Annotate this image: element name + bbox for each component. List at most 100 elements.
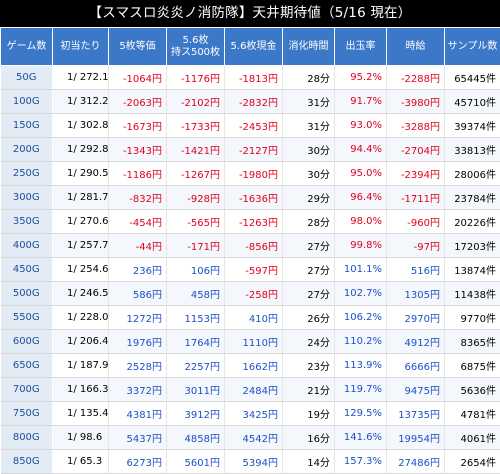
- play-time-cell: 30分: [283, 138, 335, 162]
- play-time-cell: 19分: [283, 402, 335, 426]
- mochi-value-cell: 3011円: [167, 378, 225, 402]
- play-time-cell: 28分: [283, 210, 335, 234]
- payout-rate-cell: 98.0%: [335, 210, 387, 234]
- eq5-value-cell: 1976円: [109, 330, 167, 354]
- table-title: 【スマスロ炎炎ノ消防隊】天井期待値（5/16 現在）: [0, 0, 500, 27]
- cash-value-cell: -258円: [225, 282, 283, 306]
- payout-rate-cell: 141.6%: [335, 426, 387, 450]
- hit-odds-cell: 1/ 135.4: [53, 402, 109, 426]
- hit-odds-cell: 1/ 292.8: [53, 138, 109, 162]
- game-count-cell: 500G: [1, 282, 53, 306]
- cash-value-cell: 4542円: [225, 426, 283, 450]
- sample-count-cell: 6875件: [445, 354, 500, 378]
- hourly-wage-cell: -2704円: [387, 138, 445, 162]
- cash-value-cell: -2127円: [225, 138, 283, 162]
- mochi-value-cell: -565円: [167, 210, 225, 234]
- cash-value-cell: -1636円: [225, 186, 283, 210]
- play-time-cell: 16分: [283, 426, 335, 450]
- column-header: サンプル数: [445, 28, 500, 66]
- eq5-value-cell: 586円: [109, 282, 167, 306]
- column-header: 5.6枚現金: [225, 28, 283, 66]
- sample-count-cell: 8365件: [445, 330, 500, 354]
- sample-count-cell: 17203件: [445, 234, 500, 258]
- game-count-cell: 550G: [1, 306, 53, 330]
- play-time-cell: 21分: [283, 378, 335, 402]
- column-header-label: 5.6枚: [183, 35, 209, 46]
- game-count-cell: 250G: [1, 162, 53, 186]
- column-header: 出玉率: [335, 28, 387, 66]
- payout-rate-cell: 93.0%: [335, 114, 387, 138]
- mochi-value-cell: 5601円: [167, 450, 225, 474]
- payout-rate-cell: 119.7%: [335, 378, 387, 402]
- play-time-cell: 29分: [283, 186, 335, 210]
- mochi-value-cell: -1267円: [167, 162, 225, 186]
- play-time-cell: 14分: [283, 450, 335, 474]
- mochi-value-cell: -171円: [167, 234, 225, 258]
- game-count-cell: 450G: [1, 258, 53, 282]
- hit-odds-cell: 1/ 206.4: [53, 330, 109, 354]
- game-count-cell: 400G: [1, 234, 53, 258]
- mochi-value-cell: -1176円: [167, 66, 225, 90]
- sample-count-cell: 20226件: [445, 210, 500, 234]
- eq5-value-cell: 2528円: [109, 354, 167, 378]
- column-header: 初当たり: [53, 28, 109, 66]
- mochi-value-cell: -1421円: [167, 138, 225, 162]
- mochi-value-cell: 1764円: [167, 330, 225, 354]
- hit-odds-cell: 1/ 272.1: [53, 66, 109, 90]
- hourly-wage-cell: -2394円: [387, 162, 445, 186]
- cash-value-cell: 3425円: [225, 402, 283, 426]
- eq5-value-cell: 6273円: [109, 450, 167, 474]
- column-header-label: 時給: [406, 41, 426, 52]
- sample-count-cell: 13874件: [445, 258, 500, 282]
- game-count-cell: 650G: [1, 354, 53, 378]
- hit-odds-cell: 1/ 270.6: [53, 210, 109, 234]
- sample-count-cell: 39374件: [445, 114, 500, 138]
- play-time-cell: 31分: [283, 90, 335, 114]
- cash-value-cell: 5394円: [225, 450, 283, 474]
- eq5-value-cell: -1673円: [109, 114, 167, 138]
- play-time-cell: 30分: [283, 162, 335, 186]
- sample-count-cell: 4061件: [445, 426, 500, 450]
- mochi-value-cell: 3912円: [167, 402, 225, 426]
- eq5-value-cell: 5437円: [109, 426, 167, 450]
- hit-odds-cell: 1/ 254.6: [53, 258, 109, 282]
- mochi-value-cell: -1733円: [167, 114, 225, 138]
- eq5-value-cell: -1186円: [109, 162, 167, 186]
- game-count-cell: 150G: [1, 114, 53, 138]
- mochi-value-cell: 1153円: [167, 306, 225, 330]
- hourly-wage-cell: 9475円: [387, 378, 445, 402]
- sample-count-cell: 2654件: [445, 450, 500, 474]
- eq5-value-cell: 1272円: [109, 306, 167, 330]
- hit-odds-cell: 1/ 246.5: [53, 282, 109, 306]
- game-count-cell: 800G: [1, 426, 53, 450]
- hit-odds-cell: 1/ 281.7: [53, 186, 109, 210]
- game-count-cell: 300G: [1, 186, 53, 210]
- column-header: ゲーム数: [1, 28, 53, 66]
- mochi-value-cell: 106円: [167, 258, 225, 282]
- hourly-wage-cell: -3980円: [387, 90, 445, 114]
- play-time-cell: 26分: [283, 306, 335, 330]
- payout-rate-cell: 106.2%: [335, 306, 387, 330]
- cash-value-cell: 1110円: [225, 330, 283, 354]
- eq5-value-cell: -454円: [109, 210, 167, 234]
- cash-value-cell: -1980円: [225, 162, 283, 186]
- eq5-value-cell: -44円: [109, 234, 167, 258]
- hourly-wage-cell: 27486円: [387, 450, 445, 474]
- column-header-label: 初当たり: [61, 41, 101, 52]
- sample-count-cell: 45710件: [445, 90, 500, 114]
- column-header-label: 消化時間: [289, 41, 329, 52]
- game-count-cell: 100G: [1, 90, 53, 114]
- column-header-label: 5.6枚現金: [231, 41, 277, 52]
- hourly-wage-cell: -960円: [387, 210, 445, 234]
- payout-rate-cell: 101.1%: [335, 258, 387, 282]
